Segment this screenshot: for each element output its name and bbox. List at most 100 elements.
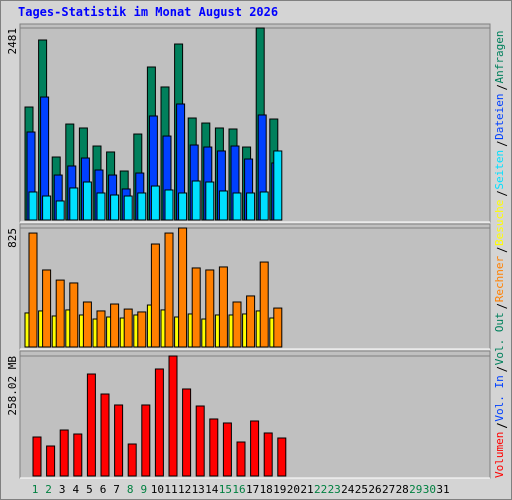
bar (59, 429, 69, 477)
bar (232, 301, 242, 348)
bar (114, 404, 124, 477)
bar (137, 311, 147, 348)
bar (123, 308, 133, 348)
legend-label: Anfragen (493, 30, 506, 83)
bar (28, 232, 38, 348)
legend: Volumen Vol. In Vol. Out Rechner Besuche Seit… (493, 30, 508, 478)
bar (182, 388, 192, 477)
x-tick-label: 30 (423, 483, 436, 496)
x-tick-label: 24 (341, 483, 355, 496)
legend-separator (496, 141, 508, 147)
x-tick-label: 20 (287, 483, 300, 496)
bar (154, 368, 164, 477)
bar (246, 295, 256, 348)
x-tick-label: 18 (260, 483, 273, 496)
bar (55, 279, 65, 348)
bar (127, 443, 137, 477)
legend-label: Volumen (493, 432, 506, 478)
bar (250, 420, 260, 477)
x-tick-label: 2 (45, 483, 52, 496)
legend-label: Rechner (493, 256, 506, 303)
y-tick-label: 825 (6, 228, 19, 248)
legend-separator (496, 191, 508, 197)
x-tick-label: 27 (382, 483, 395, 496)
bar (191, 267, 201, 348)
bar (150, 243, 160, 348)
x-tick-label: 5 (86, 483, 93, 496)
x-tick-label: 7 (113, 483, 120, 496)
bar (46, 445, 56, 477)
x-tick-label: 10 (151, 483, 164, 496)
bar (178, 227, 188, 348)
legend-separator (496, 303, 508, 309)
bar (263, 432, 273, 477)
x-tick-label: 8 (127, 483, 134, 496)
x-tick-label: 28 (396, 483, 409, 496)
y-tick-label: 2481 (6, 28, 19, 55)
bar (141, 404, 151, 477)
legend-separator (496, 247, 508, 253)
bar (42, 269, 52, 348)
x-tick-label: 31 (436, 483, 449, 496)
bar (273, 307, 283, 348)
bar (205, 269, 215, 348)
bar (82, 301, 92, 348)
bar (195, 405, 205, 477)
bar (69, 282, 79, 348)
bar (164, 232, 174, 348)
x-tick-label: 21 (300, 483, 313, 496)
bar (110, 303, 120, 348)
legend-separator (496, 85, 508, 90)
bar (28, 191, 38, 221)
bar (164, 189, 174, 221)
bar (110, 194, 120, 221)
x-tick-label: 19 (273, 483, 286, 496)
bar (259, 191, 269, 221)
bar (96, 192, 106, 221)
bar (168, 355, 178, 477)
x-tick-label: 16 (232, 483, 245, 496)
legend-separator (496, 423, 508, 429)
x-tick-label: 11 (164, 483, 177, 496)
bar (123, 195, 133, 221)
bar (178, 192, 188, 221)
bar (277, 437, 287, 477)
x-tick-label: 9 (140, 483, 147, 496)
x-tick-label: 26 (368, 483, 381, 496)
bar (96, 310, 106, 348)
legend-label: Vol. In (493, 375, 506, 421)
legend-label: Dateien (493, 93, 506, 139)
bar (69, 187, 79, 221)
bar (150, 185, 160, 221)
bar (246, 192, 256, 221)
bar (273, 150, 283, 221)
x-tick-label: 25 (355, 483, 368, 496)
bar (209, 418, 219, 477)
x-tick-label: 29 (409, 483, 422, 496)
legend-label: Seiten (493, 150, 506, 190)
bar (218, 266, 228, 348)
bar (55, 200, 65, 221)
bar (218, 190, 228, 221)
bar (205, 181, 215, 221)
legend-label: Besuche (493, 200, 506, 246)
y-tick-label: 258.02 MB (6, 356, 19, 416)
x-tick-label: 14 (205, 483, 219, 496)
bar (259, 261, 269, 348)
x-tick-label: 15 (219, 483, 232, 496)
bar (191, 180, 201, 221)
x-tick-label: 4 (72, 483, 79, 496)
x-tick-label: 22 (314, 483, 327, 496)
x-tick-label: 23 (328, 483, 341, 496)
bar (82, 181, 92, 221)
x-tick-label: 17 (246, 483, 259, 496)
x-tick-label: 6 (100, 483, 107, 496)
x-tick-label: 12 (178, 483, 191, 496)
bar (100, 393, 110, 477)
x-tick-label: 1 (32, 483, 39, 496)
bar (86, 373, 96, 477)
bar (236, 441, 246, 477)
chart-title: Tages-Statistik im Monat August 2026 (18, 5, 278, 19)
bar (32, 436, 42, 477)
bar (137, 192, 147, 221)
